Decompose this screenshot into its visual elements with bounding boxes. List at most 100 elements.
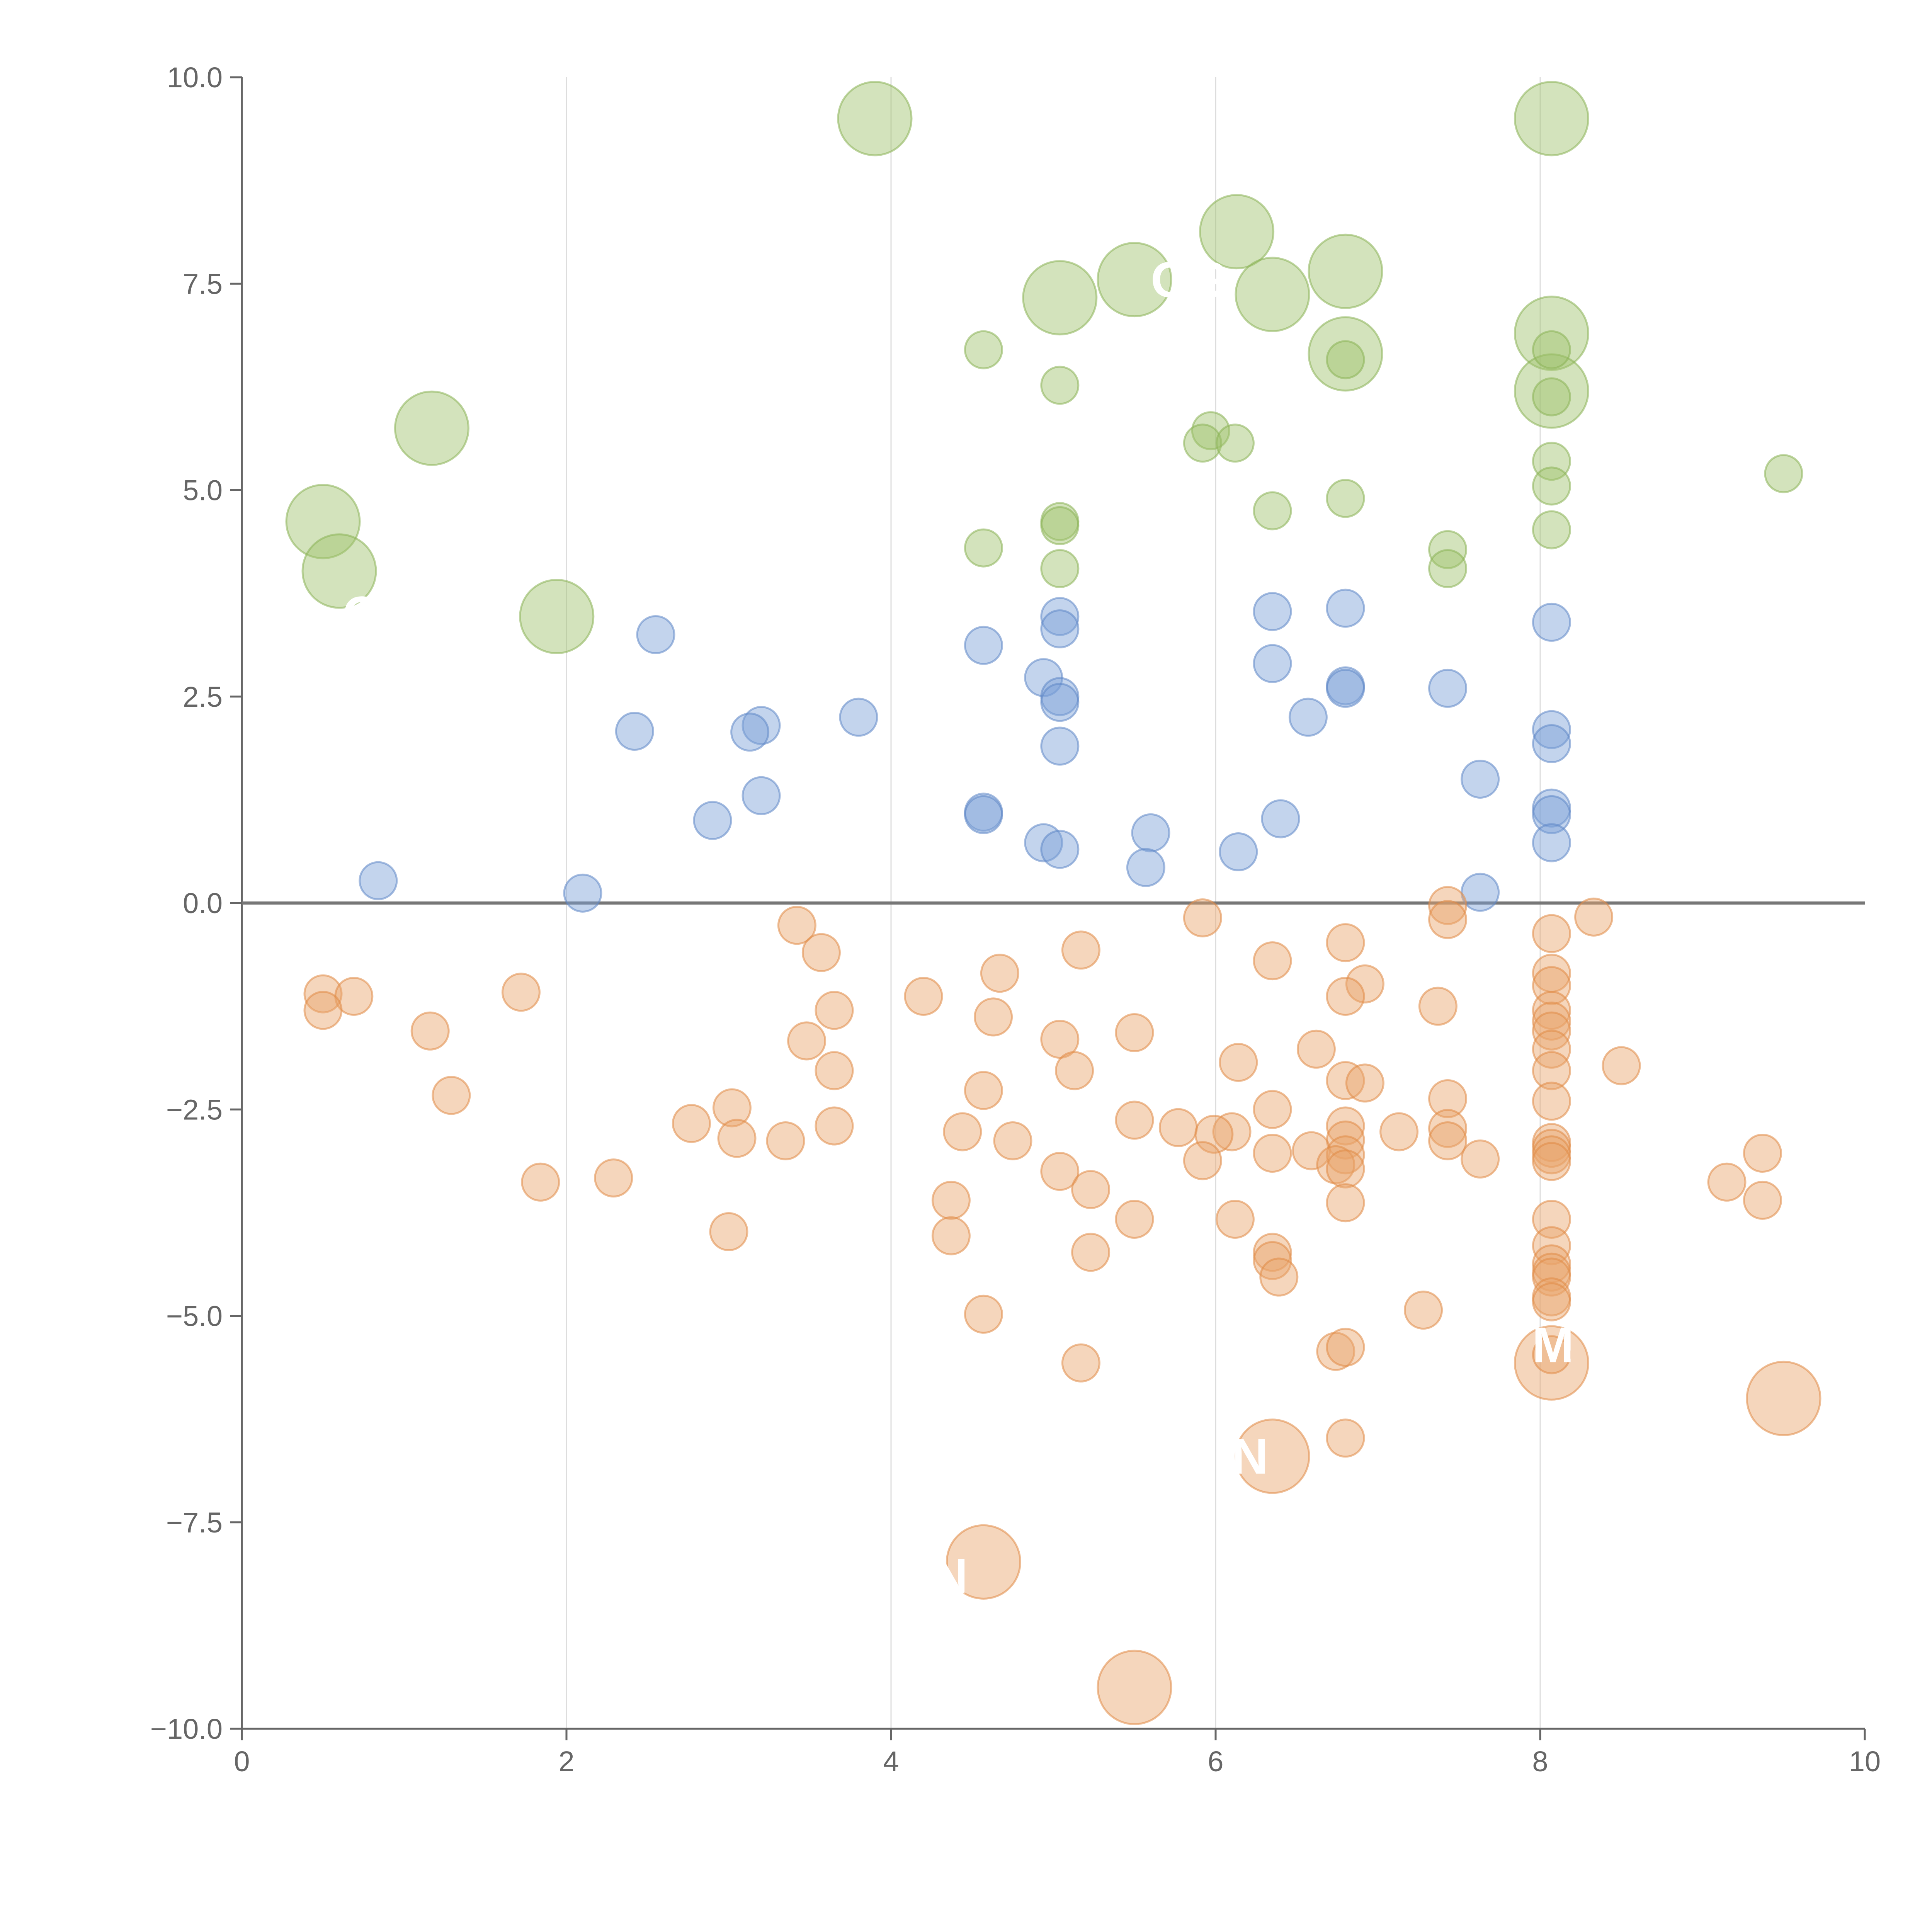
- blue-data-point: [964, 795, 1003, 834]
- orange-data-point: [980, 954, 1019, 993]
- blue-data-point: [359, 861, 398, 900]
- green-data-point: [1040, 366, 1080, 405]
- y-tick-label: 0.0: [183, 887, 223, 919]
- blue-data-point: [1532, 602, 1571, 642]
- point-label: M: [1532, 1316, 1574, 1373]
- orange-data-point: [501, 973, 541, 1012]
- orange-data-point: [1326, 976, 1365, 1016]
- orange-data-point: [594, 1158, 633, 1198]
- orange-data-point: [964, 1294, 1003, 1334]
- orange-data-point: [1428, 1109, 1468, 1148]
- orange-data-point: [1115, 1199, 1154, 1239]
- orange-data-point: [1532, 1002, 1571, 1041]
- orange-data-point: [964, 1071, 1003, 1110]
- orange-data-point: [1743, 1180, 1782, 1220]
- orange-data-point: [1532, 991, 1571, 1030]
- blue-data-point: [1532, 823, 1571, 862]
- y-tick-label: 5.0: [183, 474, 223, 507]
- orange-data-point: [1183, 898, 1222, 937]
- blue-data-point: [1326, 668, 1365, 708]
- orange-data-point: [943, 1112, 982, 1151]
- orange-data-point: [1514, 1325, 1589, 1401]
- orange-data-point: [1326, 1106, 1365, 1146]
- orange-data-point: [1215, 1199, 1255, 1239]
- orange-data-point: [1532, 1029, 1571, 1069]
- orange-data-point: [1326, 1418, 1365, 1458]
- green-data-point: [1022, 260, 1098, 336]
- orange-data-point: [931, 1216, 971, 1255]
- orange-data-point: [993, 1121, 1032, 1160]
- orange-data-point: [1183, 1141, 1222, 1180]
- orange-data-point: [1253, 941, 1292, 981]
- green-data-point: [1097, 242, 1172, 318]
- orange-data-point: [712, 1088, 752, 1128]
- x-tick-label: 4: [883, 1745, 899, 1777]
- orange-data-point: [1316, 1332, 1355, 1371]
- blue-data-point: [1532, 724, 1571, 764]
- orange-data-point: [815, 991, 854, 1030]
- blue-data-point: [1040, 597, 1080, 636]
- green-data-point: [1428, 549, 1468, 588]
- green-data-point: [1308, 233, 1383, 309]
- orange-data-point: [1532, 1142, 1571, 1181]
- blue-data-point: [563, 873, 602, 913]
- orange-data-point: [1532, 1051, 1571, 1090]
- blue-data-point: [1253, 592, 1292, 631]
- orange-data-point: [1345, 964, 1384, 1003]
- orange-data-point: [1428, 900, 1468, 939]
- green-data-point: [1199, 194, 1275, 270]
- orange-data-point: [709, 1212, 748, 1252]
- orange-data-point: [766, 1121, 805, 1160]
- x-tick-label: 2: [558, 1745, 574, 1777]
- green-data-point: [1326, 340, 1365, 379]
- orange-data-point: [787, 1021, 827, 1061]
- blue-data-point: [693, 801, 732, 840]
- blue-data-point: [1532, 795, 1571, 834]
- orange-data-point: [1316, 1145, 1355, 1184]
- blue-data-point: [636, 615, 675, 654]
- point-label: N: [1232, 1428, 1268, 1485]
- orange-data-point: [1253, 1090, 1292, 1129]
- orange-data-point: [1055, 1051, 1094, 1090]
- blue-data-point: [1532, 710, 1571, 749]
- green-data-point: [1040, 549, 1080, 588]
- blue-data-point: [1326, 588, 1365, 628]
- orange-data-point: [521, 1162, 560, 1202]
- blue-data-point: [1131, 813, 1170, 852]
- orange-data-point: [1404, 1291, 1443, 1330]
- orange-data-point: [1292, 1131, 1331, 1170]
- orange-data-point: [1194, 1114, 1234, 1154]
- y-tick-label: 10.0: [167, 61, 223, 94]
- orange-data-point: [717, 1119, 757, 1158]
- orange-data-point: [1428, 886, 1468, 925]
- orange-data-point: [1259, 1257, 1299, 1297]
- orange-data-point: [1115, 1100, 1154, 1140]
- orange-data-point: [432, 1076, 471, 1115]
- orange-data-point: [1326, 1183, 1365, 1223]
- orange-data-point: [1326, 1061, 1365, 1100]
- orange-data-point: [410, 1011, 450, 1051]
- green-data-point: [285, 484, 361, 560]
- orange-data-point: [1532, 914, 1571, 953]
- orange-data-point: [303, 974, 343, 1014]
- orange-data-point: [904, 976, 943, 1016]
- blue-data-point: [1040, 830, 1080, 869]
- green-data-point: [519, 578, 595, 654]
- orange-data-point: [1296, 1029, 1336, 1069]
- green-data-point: [1764, 454, 1803, 493]
- y-tick-label: −7.5: [166, 1507, 223, 1539]
- green-data-point: [1235, 257, 1310, 332]
- orange-data-point: [931, 1180, 971, 1220]
- orange-data-point: [1345, 1063, 1384, 1103]
- y-tick-label: −5.0: [166, 1300, 223, 1332]
- green-data-point: [1514, 81, 1589, 156]
- orange-data-point: [1532, 1335, 1571, 1374]
- orange-data-point: [777, 906, 816, 945]
- point-label: N: [932, 1548, 968, 1604]
- blue-data-point: [1428, 668, 1468, 708]
- blue-data-point: [1040, 726, 1080, 766]
- blue-data-point: [1261, 799, 1300, 838]
- orange-data-point: [1743, 1134, 1782, 1173]
- orange-data-point: [801, 933, 841, 972]
- orange-data-point: [1532, 1082, 1571, 1121]
